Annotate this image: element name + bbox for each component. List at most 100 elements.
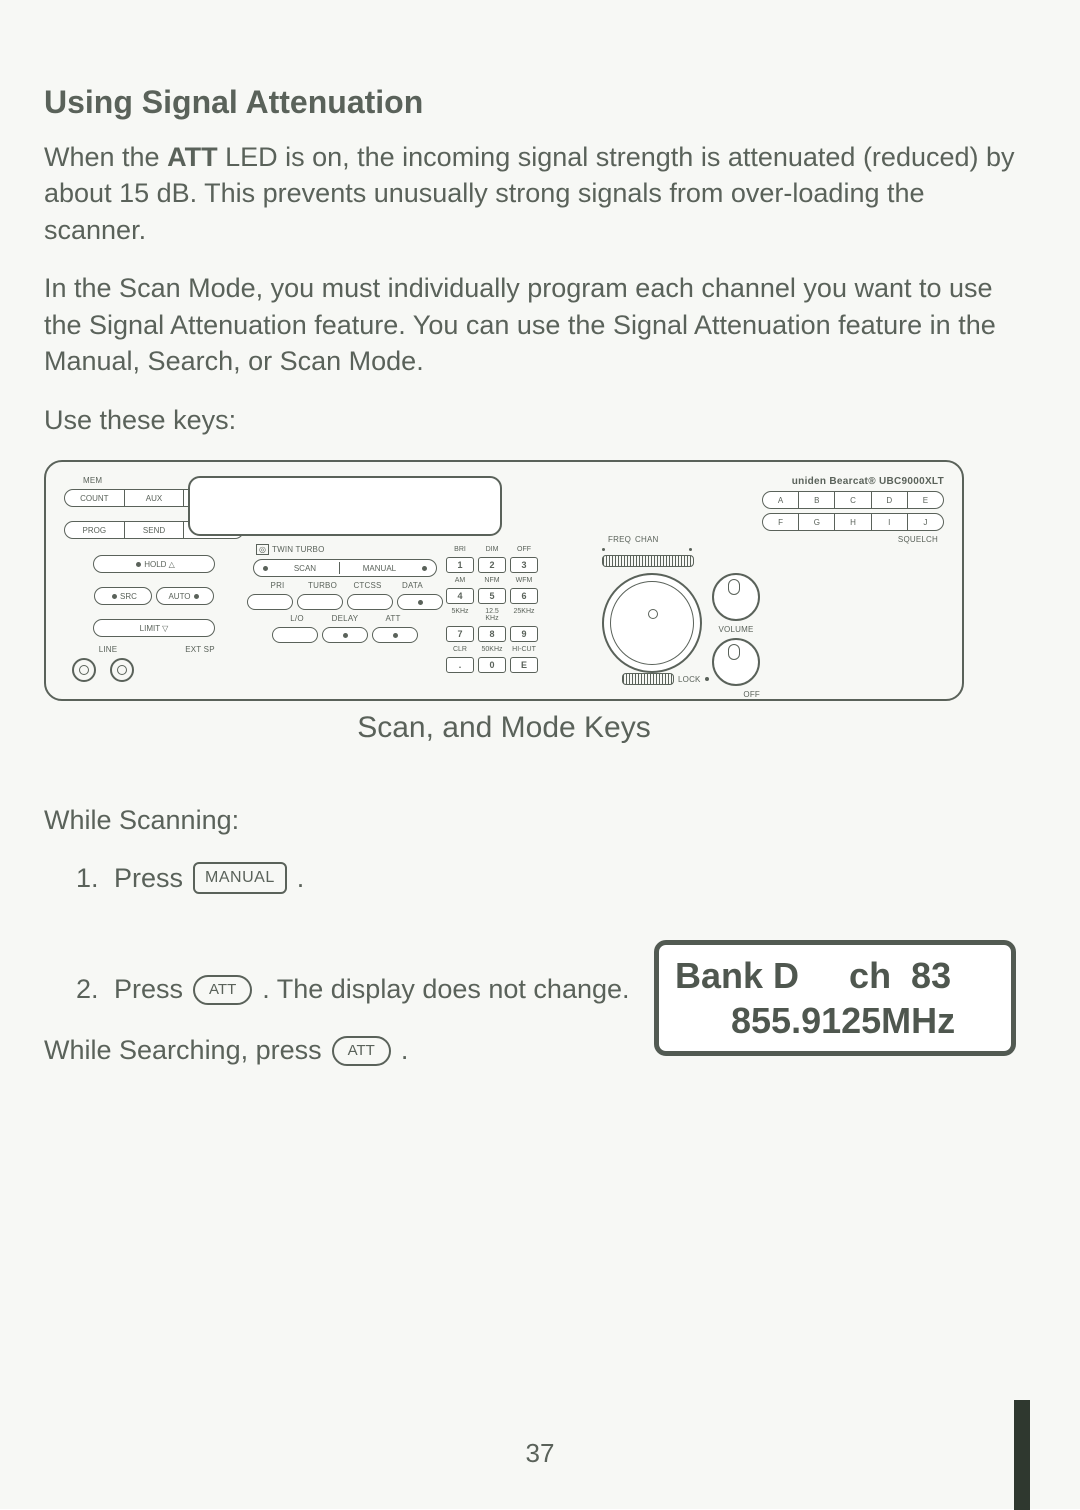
key-2[interactable]: 2 — [478, 557, 506, 573]
kp-lbl-off: OFF — [510, 546, 538, 553]
btn-pri[interactable] — [247, 594, 293, 610]
key-3[interactable]: 3 — [510, 557, 538, 573]
bank-c[interactable]: C — [835, 492, 871, 508]
bank-row-top: ABCDE — [762, 491, 944, 509]
panel-keypad: BRIDIMOFF 123 AMNFMWFM 456 5KHz12.5 KHz2… — [446, 476, 596, 685]
lbl-freq: FREQ — [608, 535, 631, 544]
lbl-volume: VOLUME — [719, 625, 754, 634]
bank-f[interactable]: F — [763, 514, 799, 530]
btn-att[interactable] — [372, 627, 418, 643]
kp-lbl-50k: 50KHz — [478, 646, 506, 653]
bank-row-bottom: FGHIJ — [762, 513, 944, 531]
lbl-pri: PRI — [257, 581, 298, 590]
lbl-line: LINE — [64, 645, 152, 654]
lbl-data: DATA — [392, 581, 433, 590]
btn-manual[interactable]: MANUAL — [363, 564, 396, 573]
lock-slider[interactable] — [622, 673, 674, 685]
bank-a[interactable]: A — [763, 492, 799, 508]
paragraph-2: In the Scan Mode, you must individually … — [44, 270, 1030, 379]
lcd-example-box: Bank D ch 83 855.9125MHz — [654, 940, 1016, 1056]
kp-lbl-clr: CLR — [446, 646, 474, 653]
brand-text: uniden Bearcat® UBC9000XLT — [602, 476, 944, 487]
edge-tab-mark — [1014, 1400, 1030, 1510]
squelch-knob[interactable] — [712, 573, 760, 621]
bank-i[interactable]: I — [872, 514, 908, 530]
key-1[interactable]: 1 — [446, 557, 474, 573]
btn-prog[interactable]: PROG — [65, 522, 125, 538]
section-title: Using Signal Attenuation — [44, 84, 1030, 121]
kp-lbl-am: AM — [446, 577, 474, 584]
btn-auto[interactable]: AUTO — [156, 587, 214, 605]
btn-data[interactable] — [397, 594, 443, 610]
scanner-panel-diagram: MEM SHIFT COUNT AUX STATUS PROG SEND ALP… — [44, 460, 964, 701]
lbl-lo: L/O — [275, 614, 319, 623]
jack-extsp[interactable] — [110, 658, 134, 682]
btn-scan[interactable]: SCAN — [294, 564, 316, 573]
att-bold: ATT — [167, 142, 217, 172]
btn-aux[interactable]: AUX — [125, 490, 185, 506]
while-scanning-label: While Scanning: — [44, 805, 1030, 836]
while-searching-pre: While Searching, press — [44, 1035, 322, 1066]
kp-lbl-125k: 12.5 KHz — [478, 608, 506, 622]
lbl-lock: LOCK — [678, 675, 701, 684]
lbl-att: ATT — [371, 614, 415, 623]
step-2-word: Press — [114, 974, 183, 1005]
bank-b[interactable]: B — [799, 492, 835, 508]
btn-delay[interactable] — [322, 627, 368, 643]
kp-lbl-nfm: NFM — [478, 577, 506, 584]
kp-lbl-bri: BRI — [446, 546, 474, 553]
lbl-off: OFF — [743, 690, 760, 699]
bank-d[interactable]: D — [872, 492, 908, 508]
tuning-knob[interactable] — [602, 573, 702, 673]
jack-line[interactable] — [72, 658, 96, 682]
bank-e[interactable]: E — [908, 492, 943, 508]
step-1: 1. Press MANUAL . — [76, 862, 1030, 894]
key-dot[interactable]: . — [446, 657, 474, 673]
key-5[interactable]: 5 — [478, 588, 506, 604]
lbl-turbo: TURBO — [302, 581, 343, 590]
key-9[interactable]: 9 — [510, 626, 538, 642]
att-key-icon-2: ATT — [332, 1036, 391, 1066]
step-1-punct: . — [297, 863, 305, 894]
freq-chan-slider[interactable] — [602, 555, 694, 567]
lbl-ctcss: CTCSS — [347, 581, 388, 590]
figure-caption: Scan, and Mode Keys — [44, 711, 964, 745]
lbl-mem: MEM — [64, 476, 121, 485]
while-searching-post: . — [401, 1035, 409, 1066]
key-7[interactable]: 7 — [446, 626, 474, 642]
lcd-line-1: Bank D ch 83 — [675, 953, 995, 998]
lbl-extsp: EXT SP — [156, 645, 244, 654]
btn-turbo[interactable] — [297, 594, 343, 610]
btn-hold[interactable]: HOLD △ — [93, 555, 215, 573]
bank-h[interactable]: H — [835, 514, 871, 530]
btn-src[interactable]: SRC — [94, 587, 152, 605]
kp-lbl-dim: DIM — [478, 546, 506, 553]
btn-lo[interactable] — [272, 627, 318, 643]
lcd-line-2: 855.9125MHz — [675, 998, 995, 1043]
key-0[interactable]: 0 — [478, 657, 506, 673]
paragraph-1: When the ATT LED is on, the incoming sig… — [44, 139, 1030, 248]
lbl-chan: CHAN — [635, 535, 658, 544]
lbl-delay: DELAY — [323, 614, 367, 623]
key-6[interactable]: 6 — [510, 588, 538, 604]
att-key-icon-1: ATT — [193, 975, 252, 1005]
panel-mid-cluster: ◎ TWIN TURBO SCAN MANUAL PRITURBOCTCSSDA… — [250, 476, 440, 685]
volume-knob[interactable] — [712, 638, 760, 686]
page-number: 37 — [0, 1438, 1080, 1469]
step-1-word: Press — [114, 863, 183, 894]
kp-lbl-wfm: WFM — [510, 577, 538, 584]
btn-limit[interactable]: LIMIT ▽ — [93, 619, 215, 637]
para1-pre: When the — [44, 142, 167, 172]
bank-g[interactable]: G — [799, 514, 835, 530]
step-2-tail: . The display does not change. — [262, 974, 629, 1005]
key-4[interactable]: 4 — [446, 588, 474, 604]
btn-ctcss[interactable] — [347, 594, 393, 610]
manual-key-icon: MANUAL — [193, 862, 287, 894]
cap-scan-manual: SCAN MANUAL — [253, 559, 437, 577]
btn-send[interactable]: SEND — [125, 522, 185, 538]
step-2-num: 2. — [76, 974, 104, 1005]
btn-count[interactable]: COUNT — [65, 490, 125, 506]
key-8[interactable]: 8 — [478, 626, 506, 642]
bank-j[interactable]: J — [908, 514, 943, 530]
key-e[interactable]: E — [510, 657, 538, 673]
